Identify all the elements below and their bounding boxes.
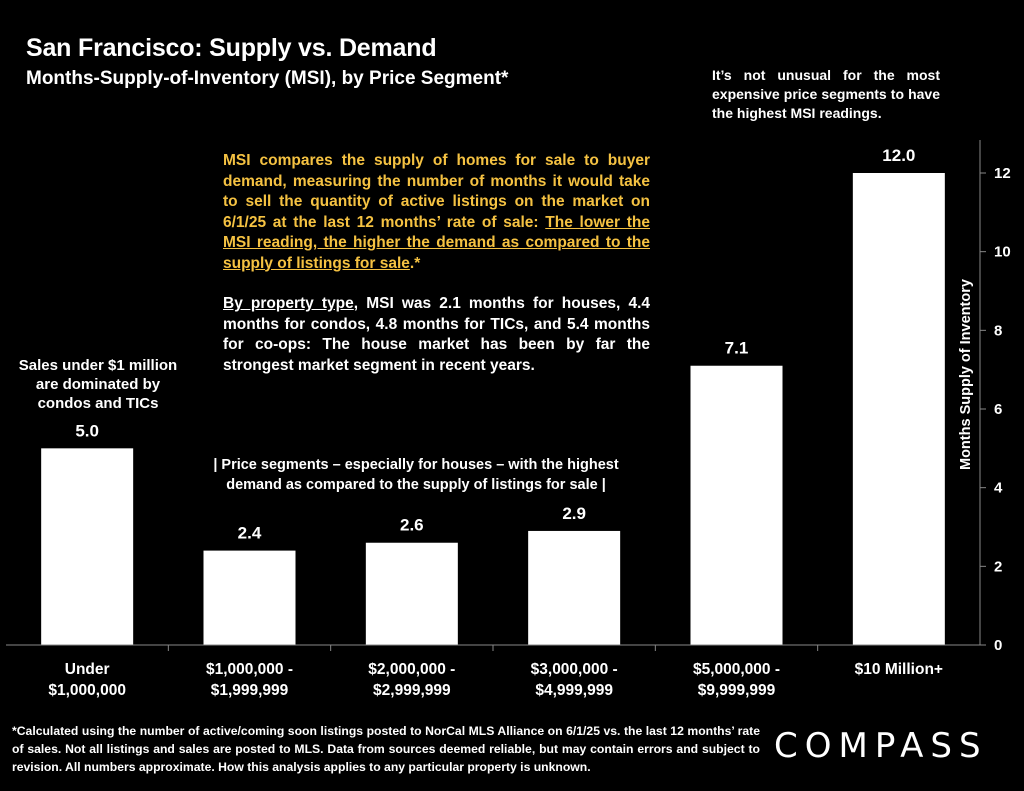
annotation-high-msi: It’s not unusual for the most expensive … — [712, 67, 940, 121]
x-tick-label-5: $10 Million+ — [855, 661, 943, 678]
footnote: *Calculated using the number of active/c… — [12, 724, 760, 774]
annotation-under-1m: Sales under $1 million are dominated by … — [18, 357, 178, 412]
y-tick-label-3: 6 — [994, 401, 1002, 418]
x-tick-label-4: $5,000,000 -$9,999,999 — [693, 661, 780, 699]
y-tick-label-5: 10 — [994, 244, 1011, 261]
bar-value-label-1: 2.4 — [238, 524, 262, 543]
bar-5 — [852, 173, 945, 645]
x-tick-label-3: $3,000,000 -$4,999,999 — [531, 661, 618, 699]
bar-chart: 5.0 2.4 2.6 2.9 7.1 12.0 Under $1,000,000 $1,00… — [6, 140, 1011, 699]
axes-group: Under $1,000,000 $1,000,000 -$1,999,999 $2,… — [6, 140, 1011, 699]
annotation-highest-demand: | Price segments – especially for houses… — [213, 457, 619, 493]
property-type-text: , MSI was 2.1 months for houses, 4.4 mon… — [223, 295, 650, 374]
msi-tail: .* — [409, 254, 421, 272]
y-tick-label-1: 2 — [994, 558, 1002, 575]
compass-logo: COMPASS — [774, 726, 988, 766]
property-type-label: By property type — [223, 295, 354, 312]
chart-subtitle: Months-Supply-of-Inventory (MSI), by Pri… — [26, 68, 509, 89]
bar-value-label-5: 12.0 — [882, 146, 915, 165]
y-tick-label-0: 0 — [994, 637, 1002, 654]
bar-2 — [365, 542, 458, 645]
x-tick-label-0: Under $1,000,000 — [48, 661, 126, 699]
y-tick-label-2: 4 — [994, 480, 1003, 497]
bar-value-label-0: 5.0 — [75, 421, 99, 440]
y-tick-label-6: 12 — [994, 165, 1011, 182]
x-tick-label-1: $1,000,000 -$1,999,999 — [206, 661, 293, 699]
bar-value-label-3: 2.9 — [562, 504, 586, 523]
bars-group: 5.0 2.4 2.6 2.9 7.1 12.0 — [41, 146, 945, 645]
msi-intro: MSI compares the supply of homes for sal… — [223, 152, 650, 231]
bar-value-label-2: 2.6 — [400, 516, 424, 535]
bar-value-label-4: 7.1 — [725, 339, 749, 358]
x-tick-label-2: $2,000,000 -$2,999,999 — [368, 661, 455, 699]
y-axis-label: Months Supply of Inventory — [958, 279, 974, 470]
msi-explanation: MSI compares the supply of homes for sal… — [223, 151, 650, 376]
bar-3 — [528, 530, 621, 645]
msi-underlined: The lower the MSI reading, the higher th… — [223, 213, 650, 272]
bar-0 — [41, 448, 134, 645]
bar-1 — [203, 550, 296, 645]
bar-4 — [690, 365, 783, 645]
y-tick-label-4: 8 — [994, 322, 1002, 339]
chart-title: San Francisco: Supply vs. Demand — [26, 34, 437, 62]
